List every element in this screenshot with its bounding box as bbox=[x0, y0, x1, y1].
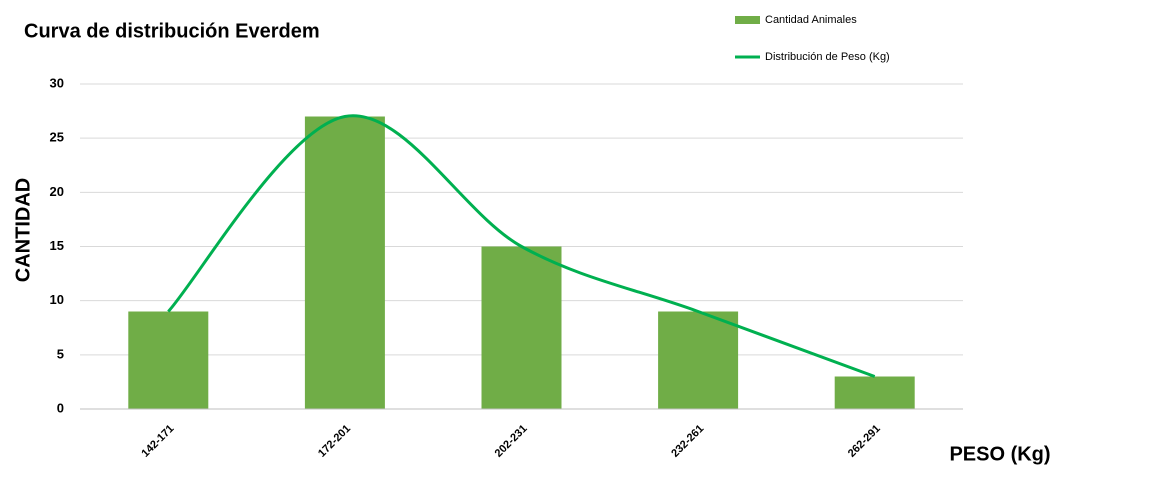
x-tick-label: 202-231 bbox=[493, 423, 530, 460]
x-axis-title: PESO (Kg) bbox=[949, 443, 1050, 465]
x-tick-label: 232-261 bbox=[669, 423, 706, 460]
y-tick-label: 0 bbox=[57, 400, 64, 415]
bar bbox=[481, 246, 562, 409]
legend-label: Distribución de Peso (Kg) bbox=[765, 51, 890, 63]
bar bbox=[128, 311, 209, 409]
y-tick-label: 15 bbox=[50, 238, 64, 253]
x-tick-label: 142-171 bbox=[139, 423, 176, 460]
y-tick-label: 10 bbox=[50, 292, 64, 307]
chart-title: Curva de distribución Everdem bbox=[24, 20, 320, 42]
line bbox=[167, 114, 876, 378]
bar bbox=[304, 116, 385, 409]
x-tick-label: 262-291 bbox=[846, 423, 883, 460]
bar bbox=[658, 311, 739, 409]
y-axis-title: CANTIDAD bbox=[12, 178, 34, 282]
y-tick-label: 5 bbox=[57, 346, 64, 361]
y-tick-label: 30 bbox=[50, 75, 64, 90]
y-tick-label: 20 bbox=[50, 184, 64, 199]
x-tick-label: 172-201 bbox=[316, 423, 353, 460]
bar bbox=[834, 376, 915, 409]
legend-swatch bbox=[735, 16, 760, 24]
y-tick-label: 25 bbox=[50, 130, 64, 145]
legend-label: Cantidad Animales bbox=[765, 14, 857, 26]
